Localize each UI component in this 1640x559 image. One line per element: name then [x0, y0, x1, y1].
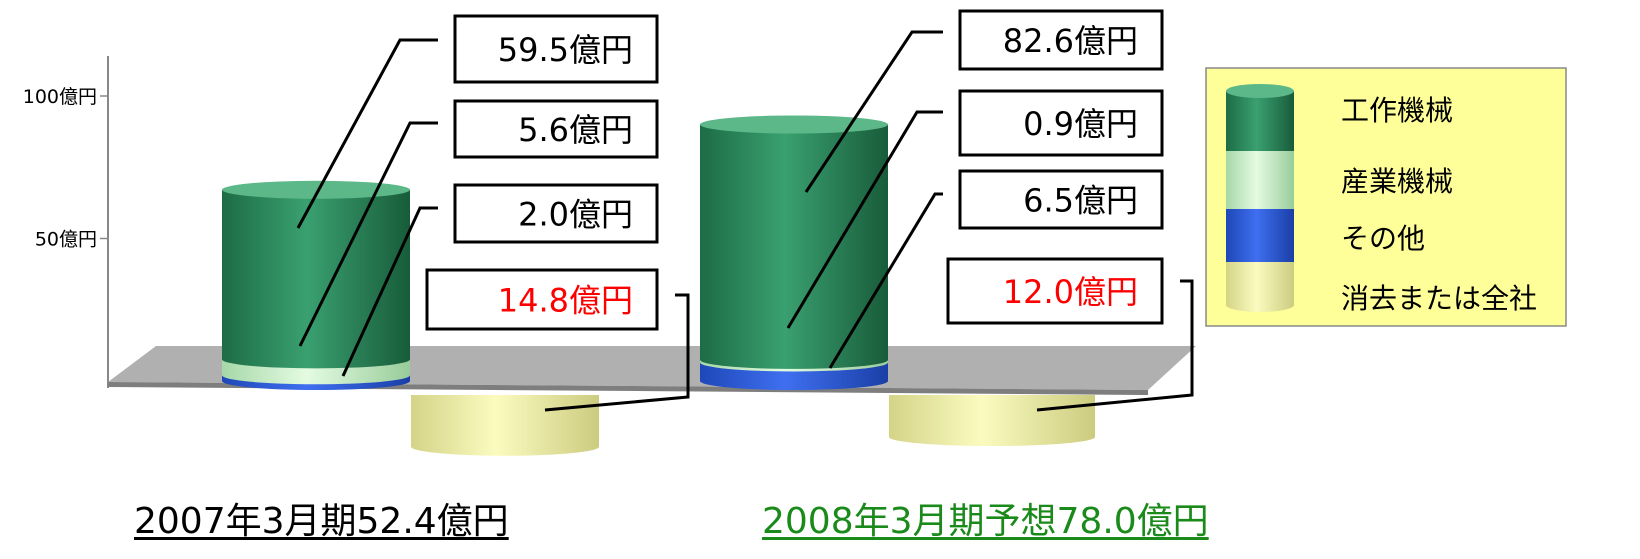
category-label-2007: 2007年3月期52.4億円	[134, 501, 509, 542]
y-tick-label: 50億円	[35, 229, 97, 251]
category-label-2008: 2008年3月期予想78.0億円	[762, 501, 1209, 542]
leader-line	[298, 121, 438, 347]
leader-line	[804, 30, 943, 193]
legend-swatch-series-2	[1226, 209, 1294, 269]
callouts: 59.5億円 5.6億円 2.0億円 14.8億円 82.6億円 0.9億円 6.5億円 12…	[296, 9, 1194, 412]
callout-0-1: 82.6億円	[804, 9, 1164, 193]
callout-1-0: 5.6億円	[298, 99, 659, 347]
data-label: 14.8億円	[498, 282, 633, 320]
callout-box	[453, 14, 659, 84]
legend-swatch-series-3	[1226, 262, 1294, 312]
callout-box	[453, 99, 659, 159]
legend-label-series-3: 消去または全社	[1341, 282, 1537, 315]
positive-bars	[222, 115, 888, 390]
bar-top-cap-1	[700, 115, 888, 134]
bar-top-cap-0	[222, 180, 410, 199]
legend-label-series-1: 産業機械	[1341, 165, 1453, 198]
legend-swatch-series-0	[1226, 91, 1294, 158]
negative-bars	[411, 395, 1095, 456]
leader-line	[786, 110, 943, 329]
bar-series-3-1	[889, 395, 1095, 446]
data-label: 12.0億円	[1003, 273, 1138, 311]
callout-box	[425, 268, 659, 331]
callout-2-0: 2.0億円	[341, 183, 659, 377]
leader-line	[1036, 279, 1194, 412]
bar-series-3-0	[411, 395, 599, 456]
legend-swatch-series-1	[1226, 151, 1294, 216]
callout-1-1: 0.9億円	[786, 89, 1164, 329]
callout-box	[453, 183, 659, 244]
bar-series-0-1	[700, 124, 888, 369]
data-label: 59.5億円	[498, 31, 633, 69]
callout-box	[946, 257, 1164, 325]
leader-line	[828, 192, 943, 369]
callout-box	[958, 169, 1164, 230]
callout-3-0: 14.8億円	[425, 268, 690, 412]
callout-box	[958, 9, 1164, 71]
legend-label-series-2: その他	[1341, 222, 1425, 255]
legend-swatch-cap	[1226, 84, 1294, 98]
bar-series-0-0	[222, 189, 410, 369]
callout-2-1: 6.5億円	[828, 169, 1164, 369]
callout-3-1: 12.0億円	[946, 257, 1194, 412]
leader-line	[341, 206, 438, 377]
y-ticks: 50億円 100億円	[23, 86, 108, 251]
data-label: 6.5億円	[1023, 182, 1138, 220]
data-label: 82.6億円	[1003, 22, 1138, 60]
leader-line	[544, 293, 690, 412]
callout-0-0: 59.5億円	[296, 14, 659, 229]
y-tick-label: 100億円	[23, 86, 97, 108]
data-label: 2.0億円	[518, 196, 633, 234]
legend-label-series-0: 工作機械	[1341, 94, 1453, 127]
data-label: 0.9億円	[1023, 105, 1138, 143]
leader-line	[296, 38, 438, 229]
data-label: 5.6億円	[518, 111, 633, 149]
callout-box	[958, 89, 1164, 157]
